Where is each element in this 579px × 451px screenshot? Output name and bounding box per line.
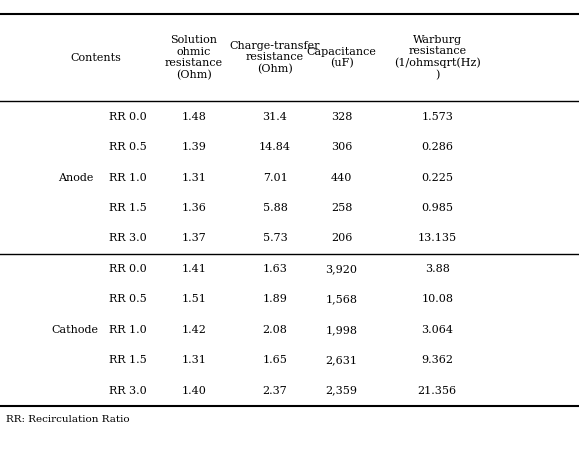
Text: RR 0.5: RR 0.5 (108, 142, 146, 152)
Text: 1.65: 1.65 (263, 355, 287, 365)
Text: 3,920: 3,920 (325, 264, 358, 274)
Text: 5.73: 5.73 (263, 234, 287, 244)
Text: 2.08: 2.08 (263, 325, 287, 335)
Text: 2,631: 2,631 (325, 355, 358, 365)
Text: 1.31: 1.31 (182, 173, 206, 183)
Text: 2,359: 2,359 (325, 386, 358, 396)
Text: 7.01: 7.01 (263, 173, 287, 183)
Text: 1.41: 1.41 (182, 264, 206, 274)
Text: RR 0.5: RR 0.5 (108, 295, 146, 304)
Text: 1.40: 1.40 (182, 386, 206, 396)
Text: 1.48: 1.48 (182, 112, 206, 122)
Text: 1.31: 1.31 (182, 355, 206, 365)
Text: 1.37: 1.37 (182, 234, 206, 244)
Text: 0.286: 0.286 (421, 142, 453, 152)
Text: RR: Recirculation Ratio: RR: Recirculation Ratio (6, 415, 130, 424)
Text: RR 0.0: RR 0.0 (108, 264, 146, 274)
Text: RR 0.0: RR 0.0 (108, 112, 146, 122)
Text: 10.08: 10.08 (421, 295, 453, 304)
Text: 1.42: 1.42 (182, 325, 206, 335)
Text: 1.39: 1.39 (182, 142, 206, 152)
Text: RR 3.0: RR 3.0 (108, 234, 146, 244)
Text: 1,568: 1,568 (325, 295, 358, 304)
Text: RR 1.0: RR 1.0 (108, 173, 146, 183)
Text: 3.064: 3.064 (421, 325, 453, 335)
Text: 1.51: 1.51 (182, 295, 206, 304)
Text: 31.4: 31.4 (263, 112, 287, 122)
Text: Charge-transfer
resistance
(Ohm): Charge-transfer resistance (Ohm) (230, 41, 320, 74)
Text: 5.88: 5.88 (263, 203, 287, 213)
Text: 1.573: 1.573 (421, 112, 453, 122)
Text: Capacitance
(uF): Capacitance (uF) (307, 46, 376, 69)
Text: RR 1.0: RR 1.0 (108, 325, 146, 335)
Text: 14.84: 14.84 (259, 142, 291, 152)
Text: Solution
ohmic
resistance
(Ohm): Solution ohmic resistance (Ohm) (165, 35, 223, 80)
Text: 306: 306 (331, 142, 352, 152)
Text: 2.37: 2.37 (263, 386, 287, 396)
Text: RR 1.5: RR 1.5 (108, 355, 146, 365)
Text: 440: 440 (331, 173, 352, 183)
Text: 3.88: 3.88 (425, 264, 449, 274)
Text: 258: 258 (331, 203, 352, 213)
Text: Anode: Anode (57, 173, 93, 183)
Text: 1,998: 1,998 (325, 325, 358, 335)
Text: RR 3.0: RR 3.0 (108, 386, 146, 396)
Text: 1.36: 1.36 (182, 203, 206, 213)
Text: 13.135: 13.135 (417, 234, 457, 244)
Text: 206: 206 (331, 234, 352, 244)
Text: 0.225: 0.225 (421, 173, 453, 183)
Text: Cathode: Cathode (52, 325, 99, 335)
Text: Contents: Contents (70, 52, 121, 63)
Text: 21.356: 21.356 (417, 386, 457, 396)
Text: 1.89: 1.89 (263, 295, 287, 304)
Text: 9.362: 9.362 (421, 355, 453, 365)
Text: 328: 328 (331, 112, 352, 122)
Text: 1.63: 1.63 (263, 264, 287, 274)
Text: 0.985: 0.985 (421, 203, 453, 213)
Text: RR 1.5: RR 1.5 (108, 203, 146, 213)
Text: Warburg
resistance
(1/ohmsqrt(Hz)
): Warburg resistance (1/ohmsqrt(Hz) ) (394, 35, 481, 80)
